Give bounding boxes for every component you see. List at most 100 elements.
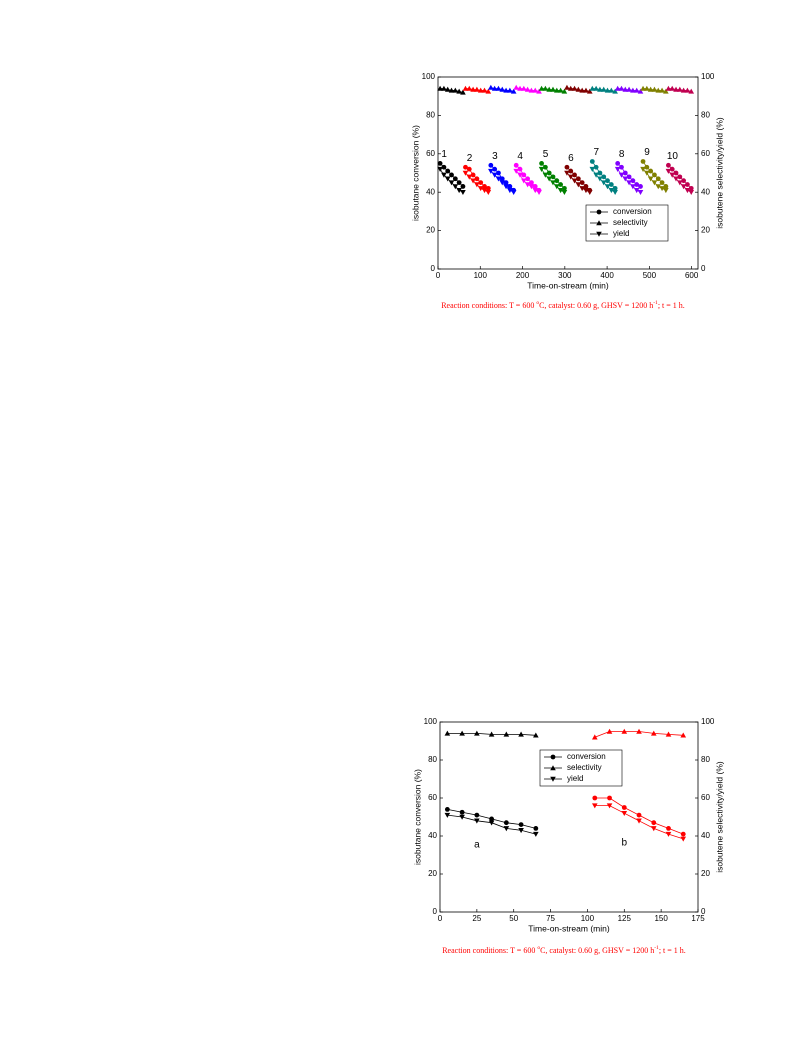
note-text: C, catalyst: 0.60 g, GHSV = 1200 h bbox=[539, 301, 653, 310]
point bbox=[605, 178, 610, 184]
plot-frame bbox=[439, 721, 699, 913]
x-tick-label: 125 bbox=[618, 914, 632, 923]
point bbox=[644, 170, 650, 176]
note-superscript: o bbox=[537, 945, 540, 951]
legend-marker bbox=[596, 220, 602, 226]
point bbox=[550, 180, 556, 186]
point bbox=[659, 180, 665, 186]
point bbox=[470, 86, 476, 92]
point bbox=[640, 159, 646, 164]
y-tick-label: 60 bbox=[426, 149, 435, 158]
point bbox=[655, 176, 661, 182]
point bbox=[665, 831, 672, 837]
point bbox=[621, 728, 628, 734]
point bbox=[688, 88, 695, 94]
point bbox=[460, 89, 466, 95]
point bbox=[452, 176, 458, 182]
note-text: C, catalyst: 0.60 g, GHSV = 1200 h bbox=[540, 946, 654, 955]
point bbox=[459, 809, 465, 815]
point bbox=[597, 170, 603, 176]
y2-tick-label: 0 bbox=[701, 907, 706, 916]
y-axis-label: isobutane conversion (%) bbox=[410, 125, 420, 221]
point bbox=[474, 730, 480, 736]
x-tick-label: 300 bbox=[558, 271, 572, 280]
point bbox=[474, 818, 480, 824]
point bbox=[485, 189, 492, 195]
point bbox=[503, 180, 509, 186]
group-label: 4 bbox=[517, 151, 523, 162]
point bbox=[579, 180, 585, 186]
legend-label: yield bbox=[613, 229, 629, 238]
point bbox=[532, 188, 539, 194]
legend-label: yield bbox=[567, 774, 583, 783]
group-label: 3 bbox=[492, 151, 498, 162]
point bbox=[647, 176, 654, 182]
point bbox=[499, 176, 505, 182]
point bbox=[561, 189, 568, 195]
point bbox=[495, 85, 502, 91]
point bbox=[477, 186, 484, 192]
point bbox=[622, 176, 629, 182]
point bbox=[636, 728, 642, 734]
x-tick-label: 150 bbox=[654, 914, 668, 923]
point bbox=[564, 84, 570, 90]
point bbox=[619, 164, 624, 170]
point bbox=[491, 85, 498, 91]
point bbox=[532, 87, 539, 93]
point bbox=[499, 180, 506, 186]
point bbox=[485, 185, 491, 191]
point bbox=[542, 172, 549, 178]
point bbox=[612, 88, 618, 94]
note-text: ; t = 1 h. bbox=[659, 946, 686, 955]
point bbox=[456, 188, 462, 194]
point bbox=[452, 184, 459, 190]
point bbox=[680, 184, 687, 190]
x-tick-label: 100 bbox=[474, 271, 488, 280]
point bbox=[536, 88, 542, 94]
point bbox=[444, 176, 451, 182]
note-text: ; t = 1 h. bbox=[658, 301, 685, 310]
point bbox=[518, 731, 524, 737]
point bbox=[592, 803, 598, 809]
point bbox=[546, 176, 552, 182]
point bbox=[630, 87, 636, 93]
note-superscript: o bbox=[536, 300, 539, 306]
point bbox=[655, 87, 662, 93]
point bbox=[481, 188, 488, 194]
point bbox=[638, 184, 643, 189]
point bbox=[680, 831, 686, 837]
point bbox=[680, 732, 687, 738]
point bbox=[622, 170, 628, 176]
point bbox=[593, 164, 599, 170]
y2-tick-label: 20 bbox=[701, 226, 710, 235]
group-label: 2 bbox=[467, 153, 473, 164]
point bbox=[680, 836, 687, 842]
group-label: 6 bbox=[568, 153, 574, 164]
point bbox=[470, 172, 476, 178]
point bbox=[593, 172, 599, 178]
point bbox=[466, 174, 473, 180]
point bbox=[449, 172, 454, 178]
point bbox=[604, 184, 611, 190]
legend-marker bbox=[550, 765, 556, 771]
group-label: 8 bbox=[619, 149, 625, 160]
point bbox=[513, 162, 519, 168]
plot-frame bbox=[437, 76, 699, 270]
note-text: Reaction conditions: T = 600 bbox=[442, 946, 537, 955]
point bbox=[666, 826, 671, 831]
point bbox=[488, 84, 494, 90]
point bbox=[517, 85, 523, 91]
point bbox=[621, 805, 627, 810]
y-tick-label: 80 bbox=[428, 755, 437, 764]
point bbox=[542, 85, 549, 91]
y-tick-label: 40 bbox=[426, 187, 435, 196]
point bbox=[518, 828, 524, 834]
y2-tick-label: 80 bbox=[701, 111, 710, 120]
point bbox=[546, 170, 552, 176]
point bbox=[444, 730, 451, 736]
point bbox=[607, 795, 612, 801]
group-label: 7 bbox=[594, 147, 600, 158]
point bbox=[593, 85, 599, 91]
point bbox=[652, 172, 657, 178]
